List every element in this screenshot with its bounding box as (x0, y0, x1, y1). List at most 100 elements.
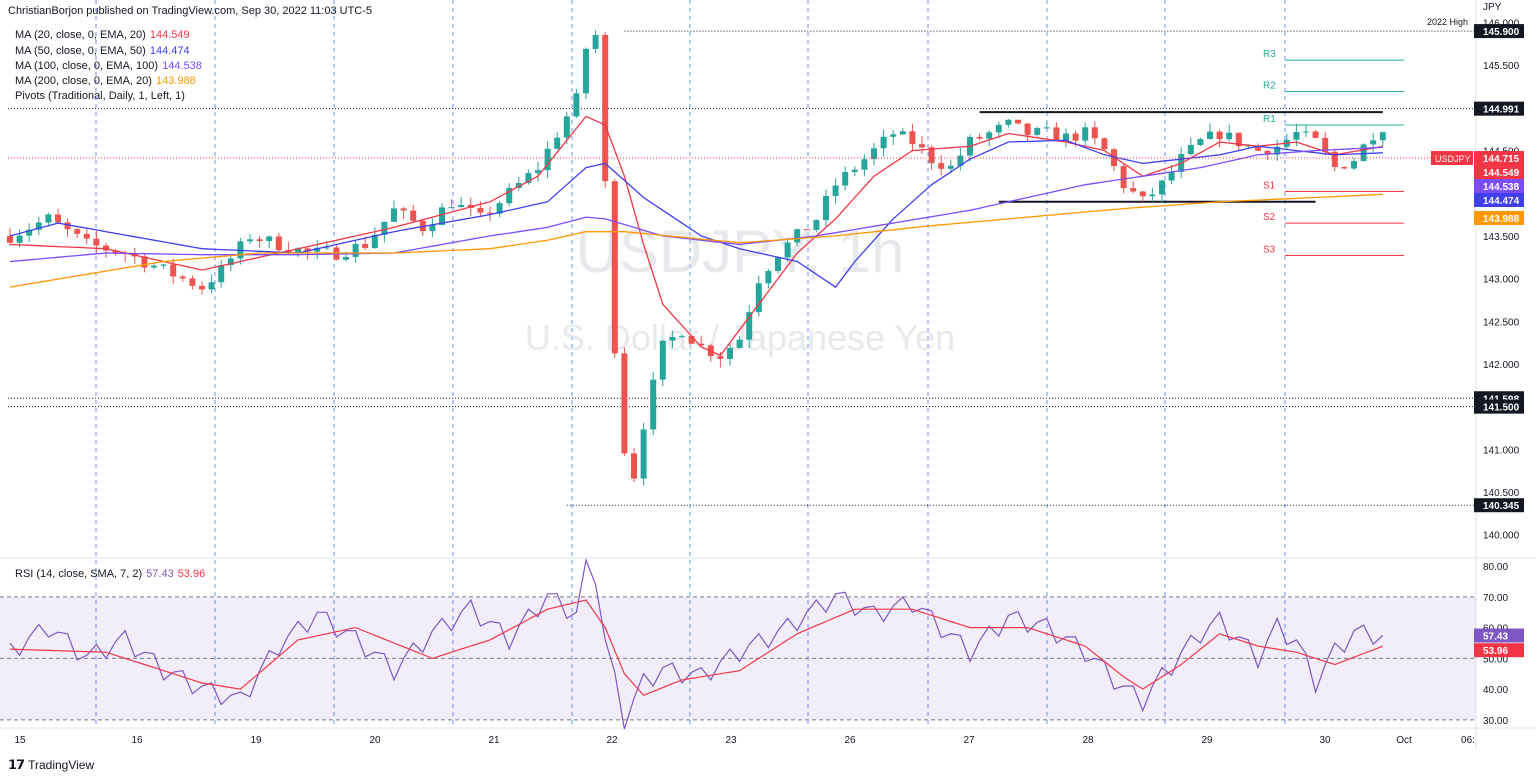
candle-body (842, 172, 849, 186)
candle-body (64, 222, 71, 230)
candle-body (669, 336, 676, 341)
candle-body (199, 285, 205, 290)
pivot-label-s2: S2 (1263, 212, 1276, 223)
candle-body (602, 35, 609, 182)
note-2022-high: 2022 High (1427, 17, 1468, 27)
candle-body (487, 212, 493, 214)
candle-body (410, 210, 417, 221)
candle-body (1312, 131, 1319, 138)
candle-body (592, 35, 599, 49)
pivot-label-r1: R1 (1263, 114, 1276, 125)
time-tick-label: 16 (131, 735, 143, 746)
tradingview-footer[interactable]: 𝟭𝟳 TradingView (8, 757, 94, 773)
legend-ma-50[interactable]: MA (50, close, 0, EMA, 50) 144.474 (15, 45, 190, 57)
candle-body (525, 173, 532, 184)
candle-body (103, 245, 109, 251)
rsi-sma-line (9, 599, 1384, 697)
time-tick-label: 28 (1082, 735, 1094, 746)
legend-ma-20[interactable]: MA (20, close, 0, EMA, 20) 144.549 (15, 29, 190, 41)
candle-body (573, 93, 580, 117)
candle-body (448, 207, 455, 209)
pivot-label-r2: R2 (1263, 81, 1276, 92)
legend-label: MA (100, close, 0, EMA, 100) (15, 60, 159, 72)
price-axis-tag (1474, 165, 1524, 179)
candle-body (247, 239, 253, 242)
rsi-sma-axis-tag-label: 53.96 (1483, 646, 1508, 657)
candle-body (7, 235, 13, 243)
price-axis-tag (1474, 151, 1524, 165)
candle-body (717, 356, 724, 359)
candle-body (391, 208, 397, 222)
candle-body (1207, 131, 1213, 140)
pivot-label-s3: S3 (1263, 245, 1276, 256)
rsi-sma-axis-tag (1474, 643, 1524, 658)
candle-body (189, 278, 196, 286)
rsi-axis-tag (1474, 628, 1524, 643)
candle-body (1360, 144, 1367, 162)
price-axis-tag (1474, 211, 1524, 225)
candle-body (515, 183, 522, 188)
candle-body (1005, 119, 1012, 125)
candle-body (631, 453, 637, 479)
candle-body (650, 379, 657, 430)
price-tick-label: 146.000 (1483, 19, 1520, 30)
legend-pivots[interactable]: Pivots (Traditional, Daily, 1, Left, 1) (15, 90, 185, 102)
legend-rsi[interactable]: RSI (14, close, SMA, 7, 2) 57.43 53.96 (15, 568, 205, 580)
rsi-tick-label: 40.00 (1483, 685, 1508, 696)
candle-body (304, 248, 311, 252)
symbol-tag-label: USDJPY (1435, 154, 1471, 164)
candle-body (1370, 140, 1377, 145)
rsi-value: 57.43 (146, 568, 174, 580)
candle-body (1245, 145, 1252, 147)
candle-body (775, 257, 781, 271)
price-tick-label: 140.500 (1483, 488, 1520, 499)
candle-body (544, 148, 551, 171)
time-tick-label: 06: (1461, 735, 1475, 746)
legend-value: 144.474 (149, 45, 190, 57)
level-axis-box (1474, 498, 1524, 513)
candle-body (765, 270, 772, 284)
time-tick-label: 30 (1319, 735, 1331, 746)
legend-ma-100[interactable]: MA (100, close, 0, EMA, 100) 144.538 (15, 60, 202, 72)
legend-label: Pivots (Traditional, Daily, 1, Left, 1) (15, 90, 185, 102)
candle-body (899, 131, 906, 135)
candle-body (160, 264, 167, 266)
candle-body (1139, 191, 1146, 197)
candle-body (1187, 144, 1194, 155)
legend-label: MA (50, close, 0, EMA, 50) (15, 45, 146, 57)
tv-logo-icon: 𝟭𝟳 (8, 757, 25, 772)
candle-body (784, 242, 791, 258)
pivot-label-r3: R3 (1263, 49, 1276, 60)
price-axis-tag (1474, 193, 1524, 207)
candle-body (583, 48, 589, 94)
price-axis-tag-label: 144.538 (1483, 182, 1520, 193)
candle-body (1034, 128, 1041, 135)
legend-ma-200[interactable]: MA (200, close, 0, EMA, 20) 143.988 (15, 75, 196, 87)
candle-body (35, 222, 42, 230)
level-axis-label: 144.991 (1483, 105, 1520, 116)
candle-body (909, 131, 916, 145)
candle-body (83, 233, 90, 239)
candle-body (727, 347, 733, 359)
candle-body (947, 165, 954, 169)
candle-body (736, 339, 743, 348)
rsi-tick-label: 50.00 (1483, 654, 1508, 665)
legend-label: RSI (14, close, SMA, 7, 2) (15, 568, 143, 580)
time-tick-label: 20 (369, 735, 381, 746)
legend-value: 144.549 (149, 29, 190, 41)
time-tick-label: Oct (1396, 735, 1412, 746)
legend-label: MA (20, close, 0, EMA, 20) (15, 29, 146, 41)
candle-body (1331, 151, 1338, 168)
candle-body (928, 147, 935, 164)
time-tick-label: 19 (250, 735, 262, 746)
candle-body (755, 283, 762, 313)
candle-body (1101, 138, 1108, 150)
candle-body (400, 208, 407, 211)
candle-body (640, 429, 647, 479)
candle-body (957, 155, 964, 166)
candle-body (1322, 137, 1329, 152)
time-tick-label: 22 (606, 735, 618, 746)
rsi-line (9, 557, 1384, 730)
candle-body (496, 203, 503, 214)
